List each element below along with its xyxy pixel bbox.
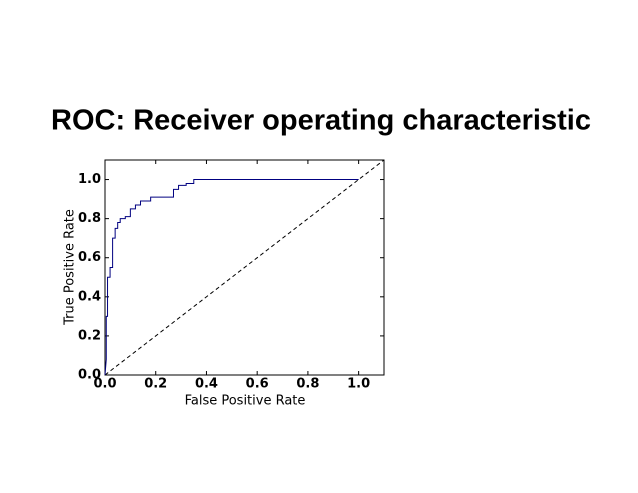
y-tick-label: 1.0 [78, 172, 101, 187]
plot-frame [104, 159, 385, 376]
chance-line [104, 159, 385, 376]
x-tick-label: 0.2 [144, 377, 167, 392]
y-tick-label: 0.8 [78, 211, 101, 226]
y-tick-label: 0.2 [78, 328, 101, 343]
x-tick-label: 0.0 [93, 377, 116, 392]
y-tick-label: 0.0 [78, 368, 101, 383]
x-axis-label: False Positive Rate [185, 394, 306, 409]
roc-curve [104, 179, 359, 376]
x-tick-label: 1.0 [347, 377, 370, 392]
y-tick-label: 0.6 [78, 250, 101, 265]
x-tick-label: 0.6 [246, 377, 269, 392]
x-tick-label: 0.8 [296, 377, 319, 392]
x-tick-label: 0.4 [195, 377, 218, 392]
slide-title: ROC: Receiver operating characteristic [51, 105, 591, 137]
y-axis-label: True Positive Rate [63, 209, 78, 326]
y-tick-label: 0.4 [78, 289, 101, 304]
